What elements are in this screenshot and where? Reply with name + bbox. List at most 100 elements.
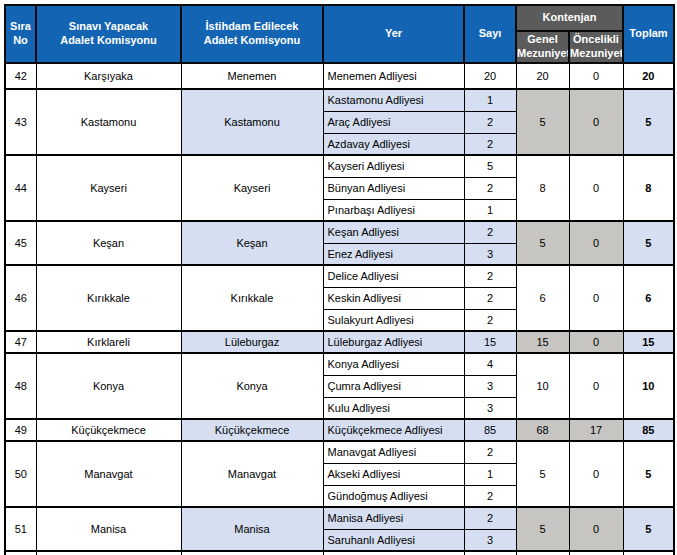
cell-total: 8 (623, 155, 674, 221)
cell-place-name: Kayseri Adliyesi (323, 155, 464, 177)
cell-total: 5 (623, 507, 674, 551)
cell-quota-priority: 0 (569, 89, 623, 155)
cell-employment-commission: Manavgat (181, 441, 323, 507)
cell-place-name: Araç Adliyesi (323, 111, 464, 133)
cell-exam-commission: Manisa (36, 507, 181, 551)
cell-place-name: Delice Adliyesi (323, 265, 464, 287)
cell-quota-general: 5 (516, 89, 569, 155)
cell-place-count: 3 (464, 375, 516, 397)
header-exam-commission: Sınavı Yapacak Adalet Komisyonu (36, 5, 181, 63)
cell-row-number: 42 (5, 63, 36, 89)
table-row: 47KırklareliLüleburgazLüleburgaz Adliyes… (5, 331, 674, 353)
cell-place-count: 5 (464, 155, 516, 177)
header-place: Yer (323, 5, 464, 63)
cell-total: 6 (623, 265, 674, 331)
cell-place-count: 85 (464, 419, 516, 441)
cell-place-name: Kulu Adliyesi (323, 397, 464, 419)
header-quota: Kontenjan (516, 5, 623, 31)
cell-exam-commission: Karşıyaka (36, 63, 181, 89)
cell-place-name: Gündoğmuş Adliyesi (323, 485, 464, 507)
cell-place-count: 3 (464, 243, 516, 265)
cell-employment-commission: Kırıkkale (181, 265, 323, 331)
header-quota-priority: Öncelikli Mezuniyet (569, 31, 623, 63)
cell-place-name: Sulakyurt Adliyesi (323, 309, 464, 331)
cell-place-count: 2 (464, 177, 516, 199)
cell-employment-commission: Küçükçekmece (181, 419, 323, 441)
cell-place-count: 4 (464, 353, 516, 375)
cell-place-count: 2 (464, 485, 516, 507)
cell-place-count: 2 (464, 309, 516, 331)
cell-quota-general: 15 (516, 331, 569, 353)
header-count: Sayı (464, 5, 516, 63)
document-page: Sıra No Sınavı Yapacak Adalet Komisyonu … (0, 0, 677, 555)
cell-total: 20 (623, 63, 674, 89)
cell-quota-general: 8 (516, 155, 569, 221)
cell-quota-priority: 0 (569, 265, 623, 331)
cell-place-count: 1 (464, 463, 516, 485)
cell-row-number: 48 (5, 353, 36, 419)
cell-exam-commission: Keşan (36, 221, 181, 265)
cell-total: 85 (623, 419, 674, 441)
cell-total: 5 (623, 441, 674, 507)
cell-exam-commission (36, 551, 181, 555)
cell-place-name: Küçükçekmece Adliyesi (323, 419, 464, 441)
table-row: 51ManisaManisaManisa Adliyesi2505 (5, 507, 674, 529)
cell-place-count: 3 (464, 529, 516, 551)
table-row: 44KayseriKayseriKayseri Adliyesi5808 (5, 155, 674, 177)
cell-quota-general: 5 (516, 221, 569, 265)
cell-exam-commission: Konya (36, 353, 181, 419)
cell-employment-commission: Kayseri (181, 155, 323, 221)
cell-place-name: Menemen Adliyesi (323, 63, 464, 89)
cell-place-count: 2 (464, 221, 516, 243)
cell-place-count: 2 (464, 441, 516, 463)
cell-exam-commission: Kırıkkale (36, 265, 181, 331)
cell-employment-commission: Menemen (181, 63, 323, 89)
cell-quota-general: 10 (516, 353, 569, 419)
cell-row-number: 46 (5, 265, 36, 331)
table-row: 48KonyaKonyaKonya Adliyesi410010 (5, 353, 674, 375)
cell-place-count: 20 (464, 63, 516, 89)
cell-place-name: Konya Adliyesi (323, 353, 464, 375)
cell-total (623, 551, 674, 555)
cell-quota-general: 20 (516, 63, 569, 89)
cell-quota-general: 5 (516, 507, 569, 551)
cell-total: 5 (623, 89, 674, 155)
cell-exam-commission: Kayseri (36, 155, 181, 221)
cell-quota-priority: 17 (569, 419, 623, 441)
cell-quota-priority: 0 (569, 63, 623, 89)
cell-place-name: Lüleburgaz Adliyesi (323, 331, 464, 353)
cell-place-count: 15 (464, 331, 516, 353)
cell-row-number: 50 (5, 441, 36, 507)
cell-row-number: 47 (5, 331, 36, 353)
cell-place-count: 2 (464, 133, 516, 155)
cell-place-count: 1 (464, 199, 516, 221)
cell-place-count: 2 (464, 507, 516, 529)
cell-row-number: 49 (5, 419, 36, 441)
table-header: Sıra No Sınavı Yapacak Adalet Komisyonu … (5, 5, 674, 63)
table-body: 42KarşıyakaMenemenMenemen Adliyesi202002… (5, 63, 674, 555)
table-row: 49KüçükçekmeceKüçükçekmeceKüçükçekmece A… (5, 419, 674, 441)
cell-total: 5 (623, 221, 674, 265)
cell-place-count: 2 (464, 111, 516, 133)
cell-quota-priority: 0 (569, 441, 623, 507)
cell-exam-commission: Kastamonu (36, 89, 181, 155)
cell-place-name: Keskin Adliyesi (323, 287, 464, 309)
cell-quota-general: 68 (516, 419, 569, 441)
table-row: 45KeşanKeşanKeşan Adliyesi2505 (5, 221, 674, 243)
cell-quota-priority (569, 551, 623, 555)
cell-place-count (464, 551, 516, 555)
cell-place-name: Kastamonu Adliyesi (323, 89, 464, 111)
cell-total: 15 (623, 331, 674, 353)
cell-quota-priority: 0 (569, 331, 623, 353)
table-row: 46KırıkkaleKırıkkaleDelice Adliyesi2606 (5, 265, 674, 287)
cell-row-number (5, 551, 36, 555)
cell-place-count: 2 (464, 265, 516, 287)
cell-place-name (323, 551, 464, 555)
cell-quota-general: 5 (516, 441, 569, 507)
cell-place-name: Keşan Adliyesi (323, 221, 464, 243)
cell-place-name: Bünyan Adliyesi (323, 177, 464, 199)
cell-place-name: Pınarbaşı Adliyesi (323, 199, 464, 221)
cell-place-name: Akseki Adliyesi (323, 463, 464, 485)
cell-row-number: 51 (5, 507, 36, 551)
cell-quota-priority: 0 (569, 221, 623, 265)
